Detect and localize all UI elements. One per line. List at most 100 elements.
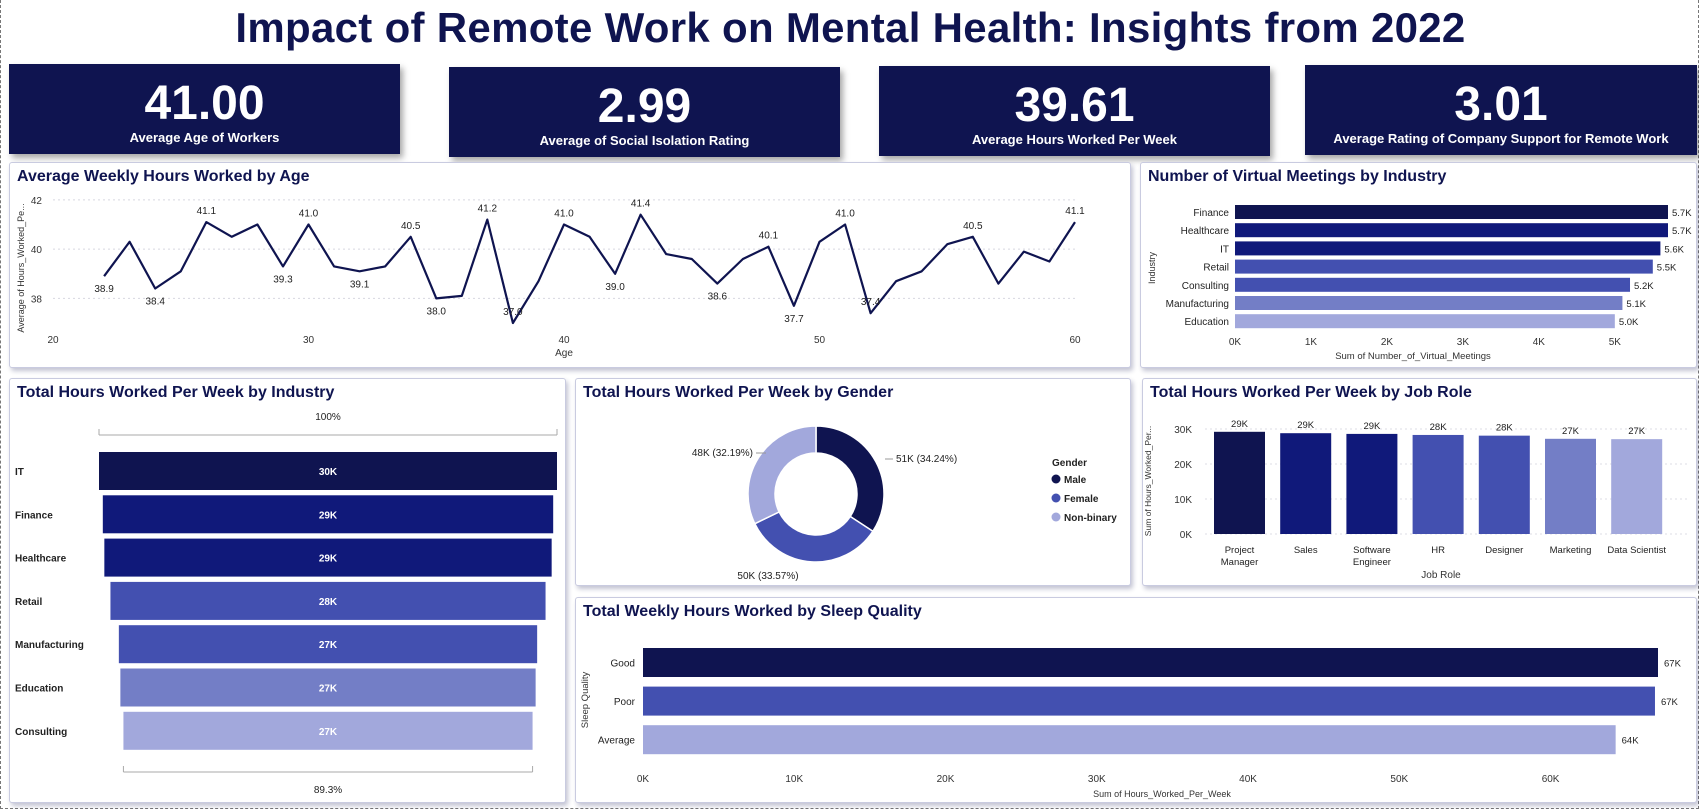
legend-item-label: Non-binary	[1064, 513, 1117, 524]
x-tick-label: 60K	[1542, 774, 1560, 785]
kpi-value: 2.99	[597, 80, 692, 133]
data-label: 67K	[1664, 659, 1682, 670]
data-label: 64K	[1622, 736, 1640, 747]
panel-title: Total Hours Worked Per Week by Job Role	[1150, 384, 1472, 401]
panel-title: Total Hours Worked Per Week by Industry	[17, 384, 335, 401]
data-label: 38.6	[708, 292, 728, 303]
category-label: IT	[15, 467, 24, 478]
donut-slice	[815, 425, 885, 533]
series-line	[103, 213, 1076, 325]
gender-donut-chart-panel[interactable]: Total Hours Worked Per Week by Gender 51…	[575, 378, 1131, 586]
category-label: Manufacturing	[1166, 299, 1229, 310]
data-label: 39.1	[350, 279, 370, 290]
bar	[1235, 296, 1623, 310]
category-label: Designer	[1485, 545, 1523, 556]
sleep-bar-chart: Sleep Quality Good 67K Poor 67K Average 64K 0K 1…	[580, 648, 1682, 799]
x-tick-label: 3K	[1457, 337, 1470, 348]
data-label: 29K	[1297, 420, 1315, 431]
sleep-bar-chart-panel[interactable]: Total Weekly Hours Worked by Sleep Quali…	[575, 597, 1697, 803]
data-label: 29K	[319, 510, 338, 521]
category-label: HR	[1431, 545, 1445, 556]
funnel-bottom-label: 89.3%	[314, 785, 342, 796]
funnel-bar	[123, 711, 533, 750]
funnel-bar	[104, 538, 552, 577]
age-line-chart: 38 40 42 20 30 40 50 60 Age Average of Hours_Work…	[16, 196, 1085, 359]
bar	[1235, 314, 1615, 329]
data-label: 27K	[319, 727, 338, 738]
x-tick-label: 20K	[937, 774, 955, 785]
industry-funnel-chart: 100% IT 30K Finance 29K Healthcare 29K Retail 28…	[15, 412, 558, 796]
donut-slice	[753, 510, 874, 563]
x-axis-title: Sum of Number_of_Virtual_Meetings	[1335, 351, 1491, 362]
data-label: 5.0K	[1619, 317, 1639, 328]
y-tick-label: 10K	[1174, 495, 1192, 506]
kpi-card-average-age[interactable]: 41.00 Average Age of Workers	[9, 64, 400, 154]
bar	[1235, 259, 1653, 274]
data-label: 27K	[1562, 426, 1580, 437]
funnel-bar	[120, 668, 536, 707]
x-tick-label: 50	[814, 335, 826, 346]
x-axis-title: Sum of Hours_Worked_Per_Week	[1093, 789, 1231, 799]
slice-data-label: 51K (34.24%)	[896, 454, 957, 465]
data-label: 37.7	[784, 314, 804, 325]
category-label: Average	[598, 736, 636, 747]
category-label: Manufacturing	[15, 640, 84, 651]
industry-funnel-chart-panel[interactable]: Total Hours Worked Per Week by Industry …	[9, 378, 566, 803]
category-label: Manager	[1221, 557, 1259, 568]
dashboard-title: Impact of Remote Work on Mental Health: …	[235, 4, 1466, 51]
data-label: 40.1	[759, 231, 779, 242]
data-label: 41.1	[197, 206, 217, 217]
bar	[1235, 223, 1668, 238]
y-tick-label: 30K	[1174, 425, 1192, 436]
funnel-bar	[110, 581, 546, 620]
kpi-card-company-support[interactable]: 3.01 Average Rating of Company Support f…	[1305, 65, 1697, 155]
bar	[1214, 431, 1265, 534]
jobrole-bar-chart-panel[interactable]: Total Hours Worked Per Week by Job Role …	[1142, 378, 1697, 586]
data-label: 30K	[319, 467, 338, 478]
category-label: Consulting	[1182, 281, 1229, 292]
kpi-label: Average Age of Workers	[129, 130, 280, 145]
kpi-card-social-isolation[interactable]: 2.99 Average of Social Isolation Rating	[449, 67, 840, 157]
age-line-chart-panel[interactable]: Average Weekly Hours Worked by Age 38 40 4…	[9, 162, 1131, 368]
data-label: 27K	[1628, 426, 1646, 437]
x-tick-label: 10K	[785, 774, 803, 785]
bar	[1346, 433, 1398, 534]
x-tick-label: 0K	[637, 774, 650, 785]
data-label: 37.0	[503, 307, 523, 318]
data-label: 41.0	[835, 209, 855, 220]
meetings-bar-chart-panel[interactable]: Number of Virtual Meetings by Industry I…	[1140, 162, 1697, 368]
bar	[1235, 205, 1668, 219]
category-label: Retail	[15, 597, 42, 608]
data-label: 40.5	[401, 221, 421, 232]
x-tick-label: 4K	[1533, 337, 1546, 348]
category-label: Project	[1225, 545, 1255, 556]
kpi-value: 3.01	[1454, 78, 1548, 131]
donut-slice	[747, 425, 817, 525]
data-label: 37.4	[861, 297, 881, 308]
kpi-card-average-hours[interactable]: 39.61 Average Hours Worked Per Week	[879, 66, 1270, 156]
kpi-value: 41.00	[144, 77, 265, 130]
category-label: Healthcare	[1181, 226, 1230, 237]
bar	[1545, 438, 1596, 534]
category-label: Education	[1185, 317, 1229, 328]
y-tick-label: 38	[31, 294, 43, 305]
data-label: 29K	[319, 554, 338, 565]
x-tick-label: 1K	[1305, 337, 1318, 348]
bar	[1412, 434, 1464, 534]
y-tick-label: 40	[31, 245, 43, 256]
data-label: 39.0	[605, 282, 625, 293]
data-label: 38.9	[94, 284, 114, 295]
category-label: Poor	[614, 697, 636, 708]
legend-marker	[1051, 493, 1061, 503]
data-label: 28K	[1430, 422, 1448, 433]
bar	[1280, 433, 1332, 534]
funnel-bar	[118, 625, 538, 664]
data-label: 39.3	[273, 274, 293, 285]
category-label: Retail	[1203, 263, 1229, 274]
data-label: 67K	[1661, 697, 1679, 708]
x-axis-title: Age	[555, 348, 573, 359]
category-label: Education	[15, 684, 63, 695]
data-label: 41.0	[299, 209, 319, 220]
y-tick-label: 42	[31, 196, 43, 207]
data-label: 41.2	[478, 204, 498, 215]
